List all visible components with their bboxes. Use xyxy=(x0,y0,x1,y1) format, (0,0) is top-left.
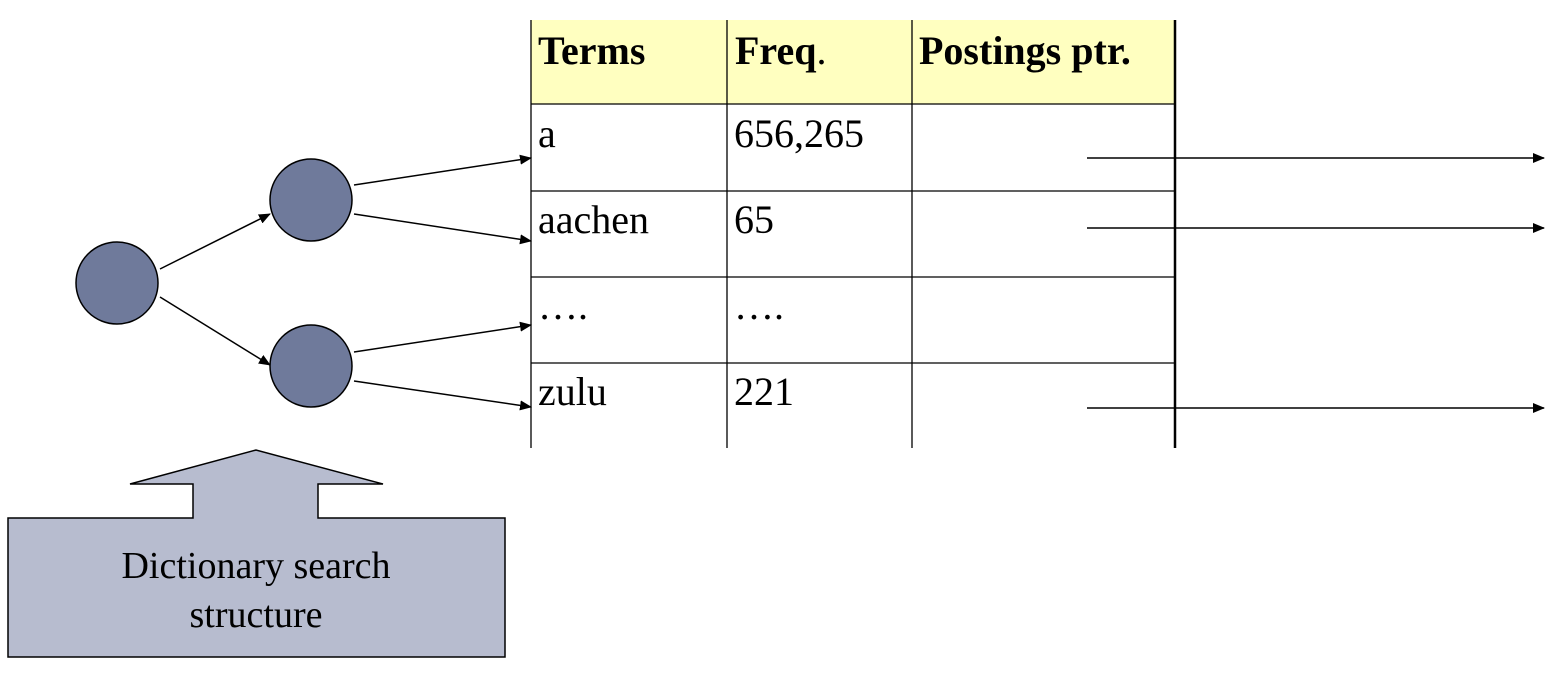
row-2-term: …. xyxy=(538,283,588,328)
row-3-term: zulu xyxy=(538,369,607,414)
row-1-term: aachen xyxy=(538,197,649,242)
row-1-freq: 65 xyxy=(734,197,774,242)
tree-node-root xyxy=(75,241,159,325)
tree-edges xyxy=(159,154,532,411)
table-header-background xyxy=(531,20,1175,104)
header-freq-label: Freq xyxy=(735,28,816,73)
tree-node-lower xyxy=(269,324,353,408)
callout-line-2: structure xyxy=(190,594,323,636)
tree-nodes xyxy=(75,158,353,408)
header-postings-label: Postings ptr. xyxy=(919,28,1131,73)
edge-upper-to-row-0 xyxy=(353,154,532,186)
header-terms: Terms xyxy=(538,28,645,73)
row-0-term: a xyxy=(538,111,556,156)
row-0-freq: 656,265 xyxy=(734,111,864,156)
callout-shape xyxy=(7,449,506,658)
header-freq: Freq. xyxy=(735,28,826,73)
header-freq-suffix: . xyxy=(816,28,826,73)
row-3-freq: 221 xyxy=(734,369,794,414)
header-postings-ptr: Postings ptr. xyxy=(919,28,1131,73)
row-2-freq: …. xyxy=(734,283,784,328)
table-grid xyxy=(530,20,1177,448)
tree-node-upper xyxy=(269,158,353,242)
edge-lower-to-row-3 xyxy=(353,380,532,411)
edge-lower-to-row-2 xyxy=(353,321,532,353)
edge-upper-to-row-1 xyxy=(353,213,532,245)
header-terms-label: Terms xyxy=(538,28,645,73)
callout-line-1: Dictionary search xyxy=(121,545,390,587)
edge-root-to-lower xyxy=(159,296,271,366)
edge-root-to-upper xyxy=(159,213,271,270)
postings-arrows xyxy=(1087,153,1545,413)
